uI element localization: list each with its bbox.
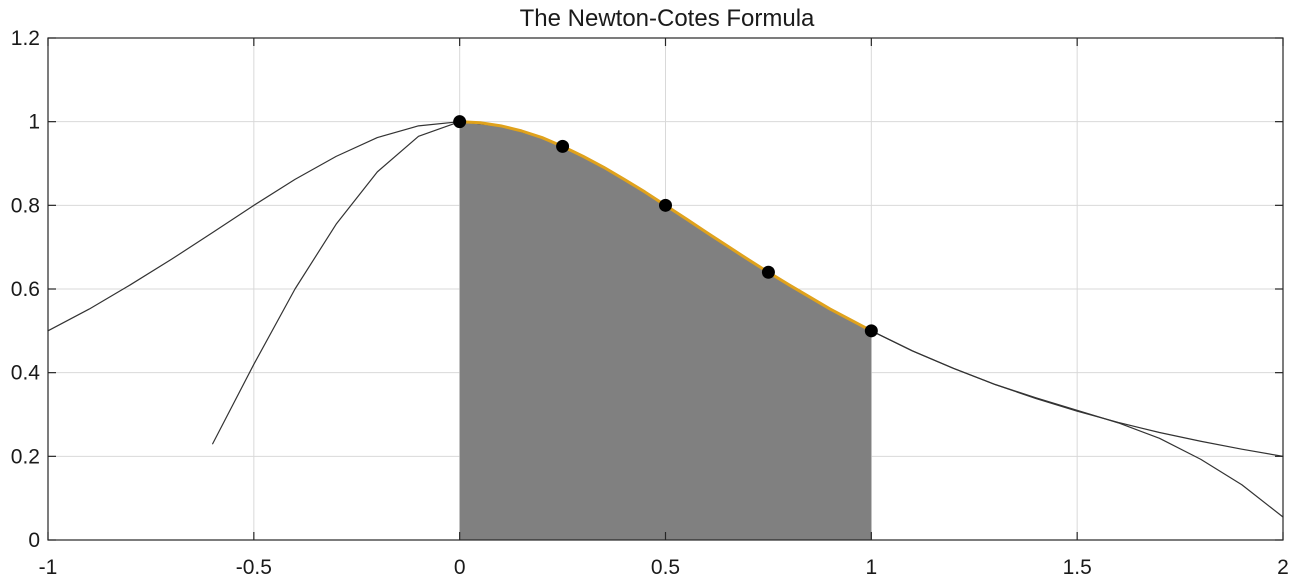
y-tick-label: 1.2 <box>11 27 40 50</box>
x-tick-label: 2 <box>1277 556 1289 579</box>
y-tick-label: 0 <box>28 529 40 552</box>
x-tick-label: 0 <box>454 556 466 579</box>
x-tick-label: 0.5 <box>651 556 680 579</box>
y-tick-label: 0.4 <box>11 362 41 385</box>
x-axis-ticks: -1 -0.5 0 0.5 1 1.5 2 <box>39 38 1289 579</box>
y-tick-label: 0.8 <box>11 194 40 217</box>
x-tick-label: -0.5 <box>236 556 272 579</box>
y-tick-label: 0.6 <box>11 278 40 301</box>
y-tick-label: 1 <box>28 111 40 134</box>
y-tick-label: 0.2 <box>11 445 40 468</box>
data-point <box>556 139 570 153</box>
x-tick-label: 1 <box>865 556 877 579</box>
data-point <box>761 265 775 279</box>
area-under-curve <box>459 121 872 541</box>
y-axis-ticks: 0 0.2 0.4 0.6 0.8 1 1.2 <box>11 27 1283 552</box>
chart-title: The Newton-Cotes Formula <box>520 5 815 32</box>
data-points <box>453 115 878 338</box>
x-tick-label: -1 <box>39 556 58 579</box>
data-point <box>453 115 467 129</box>
x-tick-label: 1.5 <box>1063 556 1092 579</box>
shaded-region <box>459 121 872 541</box>
data-point <box>659 198 672 212</box>
data-point <box>864 324 878 338</box>
